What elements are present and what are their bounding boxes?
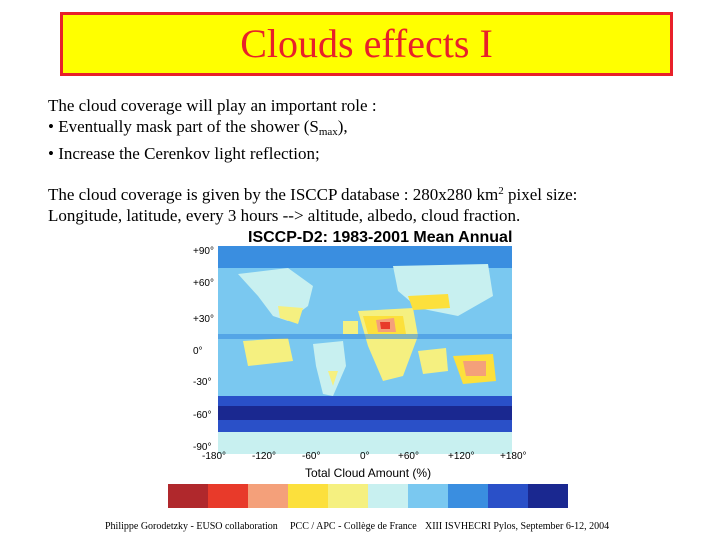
title-banner: Clouds effects I xyxy=(60,12,673,76)
isccp-line-1: The cloud coverage is given by the ISCCP… xyxy=(48,181,577,205)
intro-line: The cloud coverage will play an importan… xyxy=(48,96,377,115)
south-america xyxy=(313,341,346,396)
north-belt xyxy=(218,246,512,268)
colorbar-swatch xyxy=(208,484,248,508)
lon-label: 0° xyxy=(360,451,370,462)
colorbar-swatch xyxy=(368,484,408,508)
colorbar-swatch xyxy=(448,484,488,508)
footer-institution: PCC / APC - Collège de France xyxy=(290,521,417,532)
lat-label: +30° xyxy=(193,314,214,325)
lon-label: +180° xyxy=(500,451,527,462)
indian-ocean-clear xyxy=(418,348,448,374)
australia-core xyxy=(463,361,486,376)
lat-label: -90° xyxy=(193,442,212,453)
colorbar xyxy=(168,484,568,508)
atlantic-clear xyxy=(343,321,358,334)
bullet1-subscript: max xyxy=(318,126,338,138)
lon-label: -120° xyxy=(252,451,277,462)
bullet1-text: • Eventually mask part of the shower (S xyxy=(48,117,319,136)
colorbar-label: Total Cloud Amount (%) xyxy=(305,466,432,480)
colorbar-swatch xyxy=(248,484,288,508)
colorbar-swatch xyxy=(528,484,568,508)
isccp-superscript: 2 xyxy=(498,185,504,197)
lon-label: +60° xyxy=(398,451,419,462)
lon-label: -180° xyxy=(202,451,227,462)
footer-conference: XIII ISVHECRI Pylos, September 6-12, 200… xyxy=(425,521,610,532)
colorbar-swatch xyxy=(408,484,448,508)
cloud-map xyxy=(218,246,512,454)
map-title: ISCCP-D2: 1983-2001 Mean Annual xyxy=(248,229,513,246)
bullet-cerenkov: • Increase the Cerenkov light reflection… xyxy=(48,144,320,163)
lat-label: +90° xyxy=(193,246,214,257)
lon-label: -60° xyxy=(302,451,321,462)
colorbar-swatch xyxy=(328,484,368,508)
colorbar-swatch xyxy=(168,484,208,508)
intro-paragraph: The cloud coverage will play an importan… xyxy=(48,95,377,164)
slide-title: Clouds effects I xyxy=(240,21,493,66)
south-belt-core xyxy=(218,406,512,420)
sa-dry-region xyxy=(328,371,338,386)
na-dry-region xyxy=(278,306,303,324)
colorbar-swatch xyxy=(288,484,328,508)
bullet-mask-shower: • Eventually mask part of the shower (Sm… xyxy=(48,116,377,143)
antarctic-band xyxy=(218,432,512,454)
colorbar-swatch xyxy=(488,484,528,508)
isccp-line-2: Longitude, latitude, every 3 hours --> a… xyxy=(48,206,521,225)
lon-label: +120° xyxy=(448,451,475,462)
bullet1-suffix: ), xyxy=(337,117,348,136)
lat-label: +60° xyxy=(193,278,214,289)
footer-author: Philippe Gorodetzky - EUSO collaboration xyxy=(105,521,278,532)
lat-label: -30° xyxy=(193,377,212,388)
itcz xyxy=(218,334,512,339)
lat-label: 0° xyxy=(193,346,203,357)
arabia-asia-dry xyxy=(408,294,450,310)
isccp-text: The cloud coverage is given by the ISCCP… xyxy=(48,185,499,204)
east-pacific-clear xyxy=(243,338,293,366)
lat-label: -60° xyxy=(193,410,212,421)
isccp-suffix: pixel size: xyxy=(503,185,578,204)
sahara-min xyxy=(380,322,390,329)
isccp-paragraph: The cloud coverage is given by the ISCCP… xyxy=(48,181,577,226)
